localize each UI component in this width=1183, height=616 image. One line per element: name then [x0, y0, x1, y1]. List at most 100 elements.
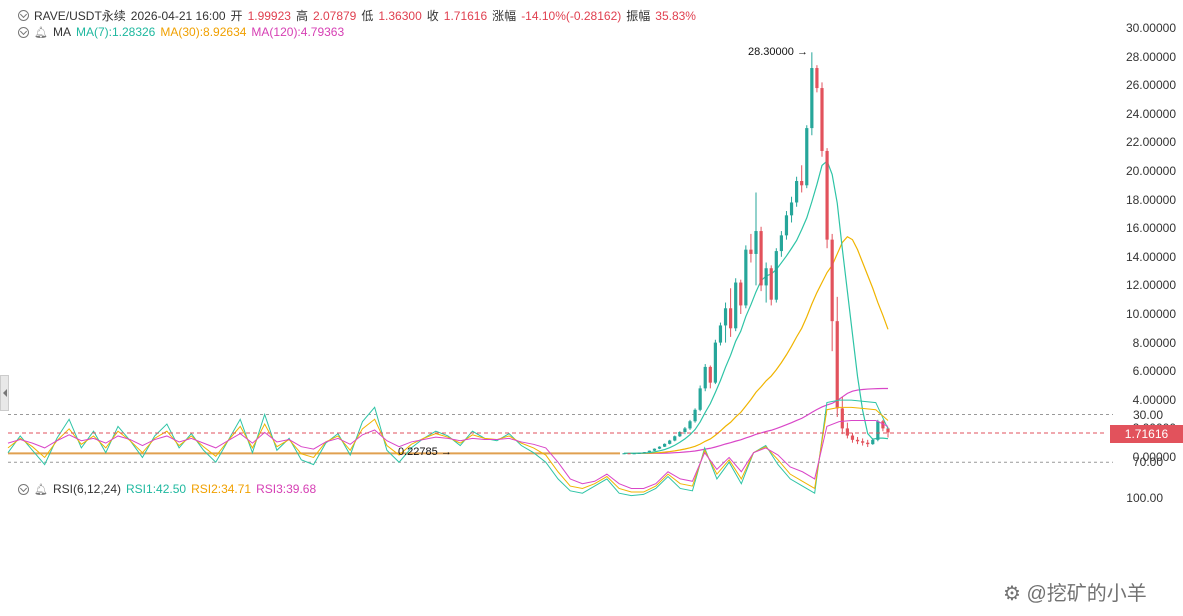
candle-body	[835, 321, 839, 409]
candle-body	[713, 342, 717, 383]
ma120-legend: MA(120):4.79363	[251, 25, 345, 39]
candle-body	[708, 366, 712, 383]
bell-icon[interactable]: 🔔︎	[34, 483, 48, 496]
ma120-line	[624, 387, 888, 455]
price-tick-label: 12.00000	[1125, 278, 1176, 293]
candle-body	[734, 282, 738, 329]
candle-body	[749, 249, 753, 254]
candle-body	[729, 308, 733, 329]
price-tick-label: 22.00000	[1125, 135, 1176, 150]
price-tick-label: 10.00000	[1125, 307, 1176, 321]
candle-body	[871, 439, 875, 445]
watermark: ⚙ @挖矿的小羊	[1003, 583, 1147, 605]
ma-legend: 🔔︎ MA MA(7):1.28326 MA(30):8.92634 MA(12…	[18, 25, 344, 39]
symbol-label[interactable]: RAVE/USDT永续	[34, 9, 126, 23]
candle-body	[759, 231, 763, 286]
candle-body	[637, 452, 641, 454]
candle-body	[866, 442, 870, 445]
rsi-tick-label: 70.00	[1132, 455, 1163, 470]
rsi-band	[8, 414, 1113, 463]
candle-body	[632, 453, 636, 455]
collapse-icon[interactable]	[18, 483, 29, 495]
ma-lines	[8, 159, 889, 455]
rsi-series-rsi2	[7, 406, 889, 493]
candle-body	[845, 428, 849, 436]
candle-body	[825, 150, 829, 240]
candle-body	[769, 268, 773, 300]
candle-body	[718, 325, 723, 343]
candle-body	[810, 68, 814, 129]
candle-body	[754, 231, 758, 254]
price-tick-label: 28.00000	[1125, 49, 1176, 64]
collapse-icon[interactable]	[18, 26, 29, 38]
candle-body	[805, 128, 809, 186]
rsi-series-rsi3	[7, 419, 889, 489]
candle-body	[647, 450, 651, 453]
candle-body	[688, 421, 692, 429]
candle-body	[663, 443, 667, 447]
candle-body	[784, 215, 789, 236]
ma7-legend: MA(7):1.28326	[75, 25, 156, 39]
ma30-line	[624, 236, 889, 455]
candle-body	[678, 431, 682, 437]
candle-body	[876, 421, 880, 440]
candles	[622, 52, 890, 455]
price-tick-label: 14.00000	[1125, 249, 1176, 264]
low-value: 1.36300	[378, 8, 422, 23]
max-annotation: 28.30000 →	[748, 46, 808, 58]
collapse-icon[interactable]	[18, 10, 29, 21]
rsi-name[interactable]: RSI(6,12,24)	[52, 482, 122, 496]
candle-body	[881, 421, 885, 429]
low-label: 低	[361, 9, 374, 23]
candle-body	[673, 436, 677, 441]
candle-body	[657, 446, 662, 449]
current-price-tag: 1.71616	[1110, 425, 1183, 443]
candle-body	[627, 453, 631, 455]
scroll-handle[interactable]	[0, 375, 9, 411]
price-tick-label: 0.00000	[1132, 450, 1176, 464]
candle-body	[815, 68, 819, 89]
ma-name[interactable]: MA	[52, 25, 71, 39]
candle-body	[698, 388, 702, 410]
rsi-tick-label: 30.00	[1132, 407, 1163, 422]
price-tick-label: 24.00000	[1125, 106, 1176, 121]
close-value: 1.71616	[443, 8, 488, 23]
ma7-line	[624, 159, 889, 454]
candle-body	[840, 408, 844, 429]
price-tick-label: 26.00000	[1125, 78, 1176, 93]
candle-body	[779, 235, 783, 252]
candle-body	[739, 282, 743, 306]
amp-label: 振幅	[626, 9, 651, 23]
price-tick-label: 16.00000	[1125, 221, 1176, 236]
candle-body	[789, 202, 794, 216]
price-tick-label: 6.00000	[1132, 364, 1176, 379]
candle-body	[723, 308, 728, 326]
candle-body	[668, 440, 672, 444]
candle-body	[850, 435, 855, 440]
candle-body	[774, 251, 778, 300]
change-value: -14.10%(-0.28162)	[521, 8, 622, 23]
candle-body	[820, 88, 824, 151]
open-value: 1.99923	[247, 8, 291, 23]
price-tick-label: 4.00000	[1132, 392, 1176, 407]
candle-body	[855, 439, 860, 442]
price-tick-label: 20.00000	[1125, 164, 1176, 178]
change-label: 涨幅	[492, 9, 517, 23]
rsi-legend: 🔔︎ RSI(6,12,24) RSI1:42.50 RSI2:34.71 RS…	[18, 482, 316, 496]
rsi-series-rsi1	[7, 399, 889, 497]
candle-body	[800, 181, 804, 186]
candle-body	[703, 366, 707, 389]
candle-body	[642, 452, 646, 454]
price-tick-label: 8.00000	[1132, 335, 1176, 350]
candle-body	[744, 249, 748, 306]
rsi2-legend: RSI2:34.71	[191, 482, 252, 496]
price-tick-label: 30.00000	[1125, 21, 1176, 35]
high-label: 高	[295, 9, 308, 23]
candle-body	[652, 448, 657, 451]
min-annotation: 0.22785 →	[398, 446, 452, 458]
close-label: 收	[426, 9, 439, 23]
bell-icon[interactable]: 🔔︎	[34, 26, 48, 39]
datetime-label: 2026-04-21 16:00	[130, 8, 226, 23]
